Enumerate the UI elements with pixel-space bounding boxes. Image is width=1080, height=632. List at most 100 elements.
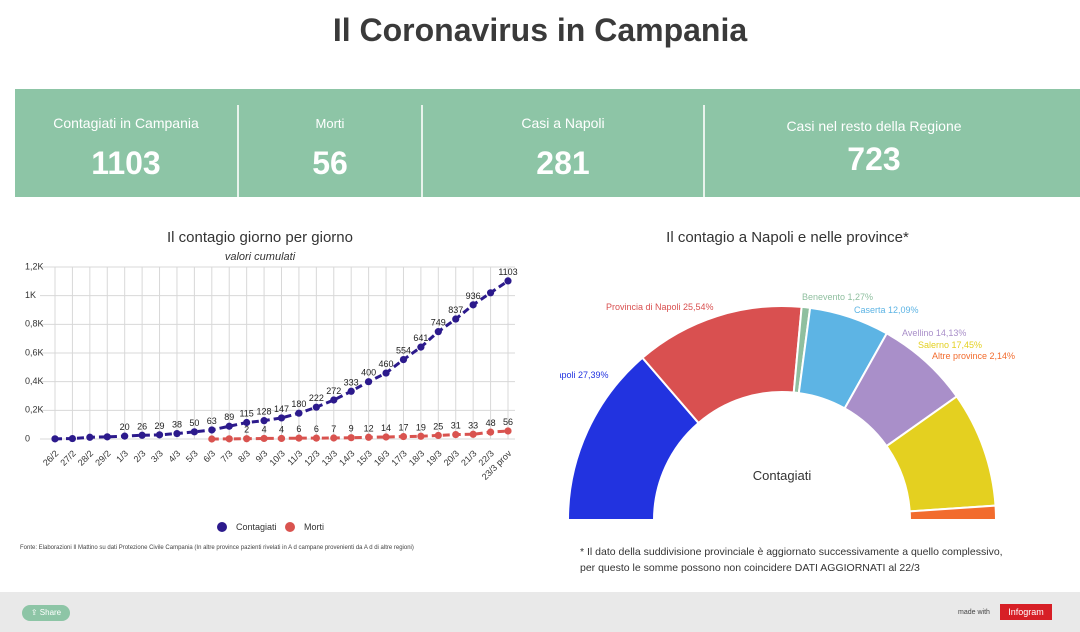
- data-point: [382, 433, 390, 441]
- data-point: [173, 429, 181, 438]
- data-label: 400: [361, 368, 376, 378]
- legend-marker: [285, 522, 295, 532]
- footer: [0, 592, 1080, 632]
- y-tick-label: 1K: [25, 290, 36, 300]
- data-point: [365, 433, 373, 441]
- slice-label: Avellino 14,13%: [902, 328, 966, 338]
- y-tick-label: 0,2K: [25, 405, 44, 415]
- data-label: 48: [486, 418, 496, 428]
- data-point: [399, 355, 408, 364]
- legend-marker: [217, 522, 227, 532]
- data-label: 2: [244, 425, 249, 435]
- data-label: 128: [257, 407, 272, 417]
- share-button[interactable]: ⇪ Share: [22, 605, 70, 621]
- data-label: 89: [224, 412, 234, 422]
- x-tick-label: 16/3: [372, 448, 391, 467]
- data-label: 9: [349, 424, 354, 434]
- center-label: Contagiati: [753, 468, 812, 483]
- data-point: [347, 434, 355, 442]
- data-point: [121, 432, 129, 440]
- x-tick-label: 4/3: [166, 448, 182, 464]
- slice-label: Benevento 1,27%: [802, 292, 873, 302]
- x-tick-label: 8/3: [236, 448, 252, 464]
- data-point: [434, 328, 442, 336]
- data-point: [138, 431, 146, 439]
- data-point: [243, 435, 251, 443]
- data-label: 749: [431, 318, 446, 328]
- x-tick-label: 29/2: [93, 448, 112, 467]
- data-point: [51, 435, 59, 443]
- data-point: [295, 434, 303, 442]
- data-label: 20: [120, 422, 130, 432]
- x-tick-label: 13/3: [320, 448, 339, 467]
- data-label: 50: [189, 418, 199, 428]
- data-label: 147: [274, 404, 289, 414]
- x-tick-label: 6/3: [201, 448, 217, 464]
- data-label: 17: [398, 423, 408, 433]
- line-chart-title: Il contagio giorno per giorno: [167, 229, 353, 246]
- data-point: [452, 430, 460, 439]
- x-tick-label: 1/3: [114, 448, 130, 464]
- data-label: 25: [433, 421, 443, 431]
- x-tick-label: 15/3: [355, 448, 374, 467]
- x-tick-label: 12/3: [302, 448, 321, 467]
- legend-label: Contagiati: [236, 522, 277, 532]
- divider: [421, 105, 423, 197]
- data-label: 460: [379, 359, 394, 369]
- data-point: [86, 433, 94, 441]
- data-label: 4: [279, 424, 284, 434]
- data-label: 6: [314, 424, 319, 434]
- data-point: [277, 434, 286, 443]
- y-tick-label: 0,8K: [25, 319, 44, 329]
- share-label: Share: [39, 608, 62, 617]
- data-label: 63: [207, 416, 217, 426]
- stat-label: Morti: [315, 116, 345, 131]
- divider: [703, 105, 705, 197]
- stat-label: Contagiati in Campania: [53, 115, 199, 131]
- slice-altre: [908, 504, 998, 521]
- x-tick-label: 17/3: [389, 448, 408, 467]
- data-label: 12: [364, 423, 374, 433]
- slice-label: Caserta 12,09%: [854, 305, 919, 315]
- stat-value: 723: [847, 141, 901, 177]
- data-label: 115: [239, 409, 253, 419]
- data-point: [225, 422, 233, 430]
- data-point: [504, 427, 512, 435]
- data-point: [260, 417, 268, 425]
- x-tick-label: 3/3: [149, 448, 165, 464]
- pie-chart: Napoli 27,39% Provincia di Napoli 25,54% B…: [560, 292, 1015, 521]
- data-point: [330, 434, 338, 442]
- data-point: [243, 418, 251, 427]
- page-title: Il Coronavirus in Campania: [332, 12, 748, 48]
- data-label: 936: [466, 291, 481, 301]
- stat-value: 56: [312, 145, 348, 181]
- data-point: [190, 428, 198, 436]
- data-point: [486, 428, 495, 436]
- data-point: [365, 378, 373, 386]
- footnote-line: per questo le somme possono non coincide…: [580, 562, 920, 574]
- data-point: [68, 434, 77, 443]
- data-label: 56: [503, 417, 513, 427]
- data-label: 1103: [498, 267, 517, 277]
- x-tick-label: 27/2: [58, 448, 77, 467]
- stat-value: 281: [536, 145, 590, 181]
- y-tick-label: 0,6K: [25, 347, 44, 357]
- data-point: [312, 403, 320, 411]
- data-point: [330, 396, 338, 404]
- data-label: 31: [451, 421, 461, 431]
- stat-value: 1103: [91, 145, 161, 181]
- data-point: [155, 431, 164, 439]
- data-label: 29: [155, 421, 165, 431]
- data-point: [469, 301, 477, 309]
- stat-resto-regione: Casi nel resto della Regione 723: [705, 89, 1043, 197]
- data-label: 38: [172, 420, 182, 430]
- x-tick-label: 2/3: [132, 448, 148, 464]
- y-tick-label: 0,4K: [25, 376, 44, 386]
- footnote: * Il dato della suddivisione provinciale…: [580, 544, 1003, 576]
- y-tick-label: 1,2K: [25, 262, 44, 271]
- divider: [237, 105, 239, 197]
- data-point: [208, 435, 216, 443]
- legend-label: Morti: [304, 522, 324, 532]
- infogram-logo[interactable]: Infogram: [1000, 604, 1052, 620]
